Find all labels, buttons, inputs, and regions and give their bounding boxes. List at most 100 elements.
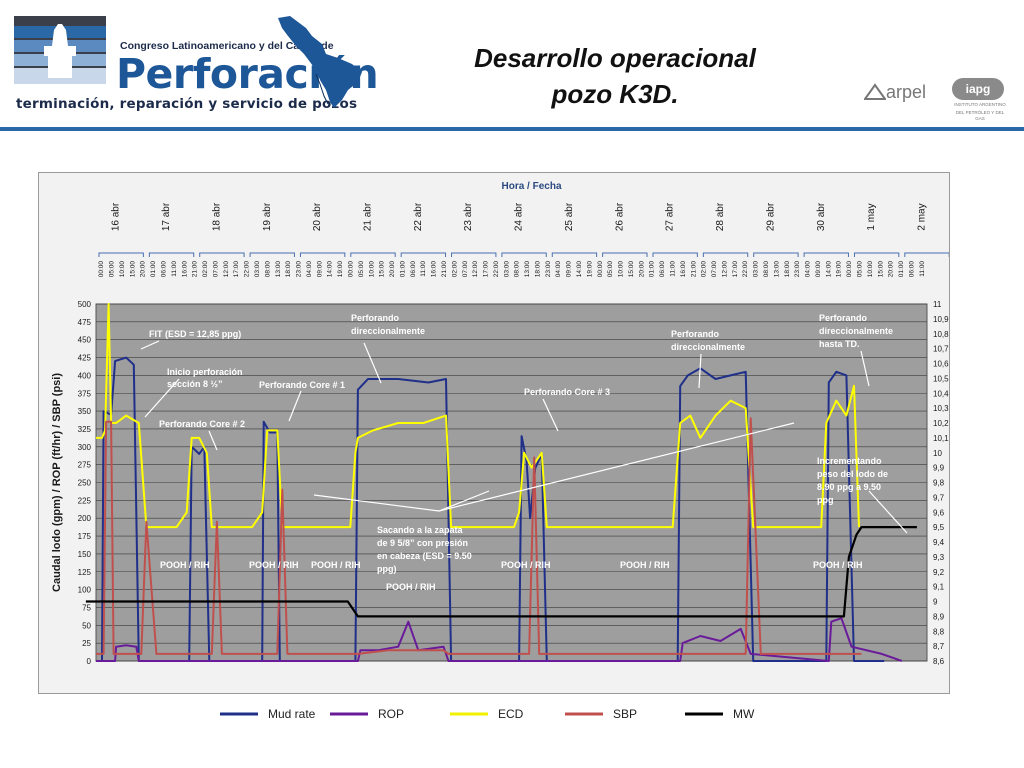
hour-label: 00:00 <box>98 261 105 278</box>
hour-label: 18:00 <box>534 261 541 278</box>
date-label: 18 abr <box>211 202 222 231</box>
y-tick-label: 475 <box>78 318 92 327</box>
date-label: 1 may <box>866 203 877 230</box>
date-bracket <box>853 252 900 257</box>
date-label: 21 abr <box>362 202 373 231</box>
y2-tick-label: 10,5 <box>933 374 949 383</box>
date-label: 28 abr <box>715 202 726 231</box>
hour-label: 10:00 <box>119 261 126 278</box>
annotation-label: Perforando <box>819 313 868 323</box>
annotation-label: FIT (ESD = 12,85 ppg) <box>149 329 241 339</box>
y2-tick-label: 8,8 <box>933 627 945 636</box>
hour-label: 13:00 <box>275 261 282 278</box>
y-tick-label: 425 <box>78 354 92 363</box>
annotation-arrow <box>144 378 180 418</box>
hour-label: 15:00 <box>379 261 386 278</box>
y2-tick-label: 8,6 <box>933 657 945 666</box>
annotation-label: direccionalmente <box>671 342 745 352</box>
hour-label: 10:00 <box>867 261 874 278</box>
hour-label: 21:00 <box>690 261 697 278</box>
hour-label: 01:00 <box>649 261 656 278</box>
hour-label: 09:00 <box>566 261 573 278</box>
hour-label: 20:00 <box>140 261 147 278</box>
operations-chart: 0 25 50 75 100 125 150 175 200 225 250 275 300 325 350… <box>38 172 974 694</box>
hour-label: 02:00 <box>202 261 209 278</box>
hour-label: 10:00 <box>368 261 375 278</box>
series-rop <box>96 617 903 662</box>
iapg-badge: iapg <box>952 78 1004 100</box>
annotation-label: hasta TD. <box>819 339 860 349</box>
annotation-label: POOH / RIH <box>249 560 299 570</box>
hour-label: 12:00 <box>223 261 230 278</box>
annotation-arrow <box>438 422 795 512</box>
annotation-label: Perforando Core # 3 <box>524 387 610 397</box>
hour-label: 16:00 <box>680 261 687 278</box>
chart-svg: 0 25 50 75 100 125 150 175 200 225 250 275 300 325 350… <box>51 181 974 666</box>
annotation-label: POOH / RIH <box>813 560 863 570</box>
y-tick-label: 200 <box>78 514 92 523</box>
congress-tagline: terminación, reparación y servicio de po… <box>16 96 358 112</box>
legend-label: Mud rate <box>268 707 316 721</box>
hour-label: 19:00 <box>586 261 593 278</box>
y2-tick-label: 10,4 <box>933 389 949 398</box>
hour-label: 03:00 <box>254 261 261 278</box>
hour-label: 11:00 <box>670 261 677 277</box>
y-tick-label: 275 <box>78 461 92 470</box>
date-label: 24 abr <box>514 202 525 231</box>
y-tick-label: 500 <box>78 300 92 309</box>
hour-label: 09:00 <box>316 261 323 278</box>
hour-label: 20:00 <box>888 261 895 278</box>
hour-label: 15:00 <box>877 261 884 278</box>
header-divider <box>0 127 1024 131</box>
legend-label: ECD <box>498 707 524 721</box>
americas-map-icon <box>278 16 362 108</box>
hour-label: 01:00 <box>399 261 406 278</box>
hour-label: 17:00 <box>732 261 739 278</box>
hour-label: 14:00 <box>327 261 334 278</box>
arpel-logo: arpel <box>863 82 926 103</box>
hour-label: 22:00 <box>493 261 500 278</box>
y-tick-label: 300 <box>78 443 92 452</box>
hour-label: 17:00 <box>483 261 490 278</box>
annotation-label: Sacando a la zapata <box>377 525 464 535</box>
annotation-label: POOH / RIH <box>501 560 551 570</box>
annotation-label: Perforando <box>671 329 720 339</box>
hour-label: 19:00 <box>836 261 843 278</box>
hour-label: 12:00 <box>721 261 728 278</box>
annotation-label: POOH / RIH <box>386 582 436 592</box>
y2-tick-label: 9,9 <box>933 464 945 473</box>
hour-label: 00:00 <box>347 261 354 278</box>
annotation-label: POOH / RIH <box>311 560 361 570</box>
hour-label: 05:00 <box>607 261 614 278</box>
date-label: 27 abr <box>665 202 676 231</box>
date-label: 29 abr <box>765 202 776 231</box>
y-tick-label: 400 <box>78 371 92 380</box>
y-tick-label: 375 <box>78 389 92 398</box>
y2-tick-label: 10,6 <box>933 360 949 369</box>
y2-tick-label: 10,3 <box>933 404 949 413</box>
date-bracket <box>753 252 799 257</box>
annotation-arrow <box>698 353 702 389</box>
y2-tick-label: 9,3 <box>933 553 945 562</box>
y2-tick-label: 9,6 <box>933 508 945 517</box>
annotation-label: Incrementando <box>817 456 882 466</box>
annotation-label: en cabeza (ESD = 9.50 <box>377 551 472 561</box>
slide-title: Desarrollo operacional pozo K3D. <box>420 40 810 112</box>
annotation-label: Inicio perforación <box>167 367 243 377</box>
hour-label: 06:00 <box>161 261 168 278</box>
annotation-label: direccionalmente <box>819 326 893 336</box>
annotation-label: 8.90 ppg a 9.50 <box>817 482 881 492</box>
hour-label: 19:00 <box>337 261 344 278</box>
hour-label: 21:00 <box>192 261 199 278</box>
hour-label: 06:00 <box>908 261 915 278</box>
date-bracket <box>400 252 447 257</box>
chart-legend: Mud rate ROP ECD SBP MW <box>220 704 820 724</box>
congress-logo-icon <box>14 16 106 84</box>
annotation-label: POOH / RIH <box>160 560 210 570</box>
date-bracket <box>551 252 598 257</box>
hour-label: 07:00 <box>711 261 718 278</box>
date-bracket <box>702 252 749 257</box>
date-label: 19 abr <box>262 202 273 231</box>
y2-tick-label: 8,7 <box>933 642 945 651</box>
date-bracket <box>904 252 950 257</box>
